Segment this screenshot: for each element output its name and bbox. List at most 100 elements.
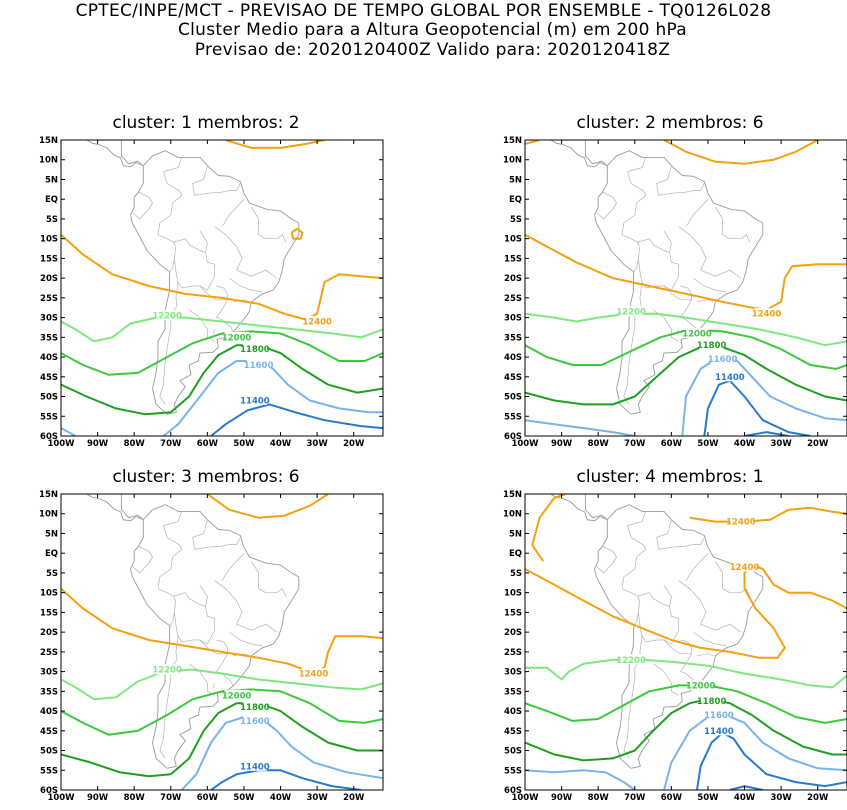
country-border bbox=[663, 639, 692, 655]
contour-label-bg bbox=[305, 316, 330, 327]
contour-11600 bbox=[181, 716, 383, 790]
contour-label-11800: 11800 bbox=[240, 345, 270, 355]
lon-tick-label: 80W bbox=[124, 439, 146, 449]
country-border bbox=[696, 653, 714, 657]
lat-tick-label: EQ bbox=[509, 195, 522, 205]
lon-tick-label: 40W bbox=[270, 793, 292, 803]
contour-12400 bbox=[525, 140, 540, 145]
lon-tick-label: 40W bbox=[734, 793, 756, 803]
figure-title-line-3: Previsao de: 2020120400Z Valido para: 20… bbox=[194, 40, 671, 60]
contour-map: 12400 12400 12200 12000 11800 11600 11400 15N 10… bbox=[503, 490, 847, 803]
country-border bbox=[685, 198, 709, 227]
lat-tick-label: 10N bbox=[39, 510, 58, 520]
contour-12200 bbox=[525, 312, 847, 347]
lat-tick-label: 40S bbox=[40, 353, 58, 363]
map-area: 12400 12400 12200 12000 11800 11600 11400 bbox=[525, 494, 847, 790]
country-border bbox=[638, 612, 680, 645]
lon-tick-label: 100W bbox=[511, 793, 539, 803]
contour-12400 bbox=[290, 227, 304, 240]
lon-tick-label: 50W bbox=[233, 439, 255, 449]
country-border bbox=[251, 206, 287, 243]
country-border bbox=[656, 519, 705, 550]
contour-label-bg bbox=[684, 327, 709, 338]
lat-tick-label: 35S bbox=[504, 333, 522, 343]
contour-map: 12400 12200 12000 11800 11600 11400 15N 10N 5N EQ… bbox=[39, 490, 384, 803]
contour-11400 bbox=[210, 769, 362, 790]
lon-tick-label: 30W bbox=[307, 793, 329, 803]
lat-tick-label: 35S bbox=[504, 687, 522, 697]
contour-label-bg bbox=[246, 359, 271, 370]
contour-11800 bbox=[525, 698, 847, 762]
coastline bbox=[584, 140, 608, 167]
contour-label-bg bbox=[619, 654, 644, 665]
country-border bbox=[229, 277, 263, 293]
lon-tick-label: 90W bbox=[551, 439, 573, 449]
lat-tick-label: 5N bbox=[45, 529, 58, 539]
country-border bbox=[199, 230, 208, 253]
lat-tick-label: 55S bbox=[504, 412, 522, 422]
figure-title-line-1: CPTEC/INPE/MCT - PREVISAO DE TEMPO GLOBA… bbox=[75, 1, 772, 21]
coastline bbox=[86, 140, 144, 168]
lon-tick-label: 50W bbox=[697, 793, 719, 803]
lat-tick-label: 40S bbox=[504, 353, 522, 363]
panel-title: cluster: 4 membros: 1 bbox=[576, 467, 764, 487]
contour-label-bg bbox=[699, 339, 724, 350]
contour-12200 bbox=[61, 668, 383, 701]
country-border bbox=[596, 545, 617, 574]
country-border bbox=[696, 299, 714, 303]
contour-label-11400: 11400 bbox=[704, 727, 734, 737]
lon-tick-label: 20W bbox=[807, 793, 829, 803]
map-frame bbox=[60, 139, 384, 437]
lat-tick-label: 25S bbox=[504, 294, 522, 304]
lon-tick-label: 70W bbox=[160, 793, 182, 803]
country-border bbox=[163, 511, 183, 570]
country-border bbox=[172, 238, 216, 277]
contour-11400 bbox=[744, 431, 789, 436]
lat-tick-label: 40S bbox=[40, 707, 58, 717]
coastline bbox=[86, 494, 144, 522]
contour-label-bg bbox=[242, 343, 267, 354]
country-border bbox=[188, 309, 215, 342]
contour-12400 bbox=[525, 564, 847, 659]
country-border bbox=[159, 636, 179, 759]
country-border bbox=[652, 663, 679, 696]
country-border bbox=[157, 568, 176, 627]
lat-tick-label: 55S bbox=[504, 766, 522, 776]
contour-label-bg bbox=[754, 308, 779, 319]
contour-label-bg bbox=[155, 664, 180, 675]
country-border bbox=[715, 560, 751, 597]
contour-label-bg bbox=[710, 353, 735, 364]
country-border bbox=[636, 592, 680, 631]
country-border bbox=[174, 258, 216, 291]
contour-label-12400: 12400 bbox=[302, 318, 332, 328]
contour-12400 bbox=[61, 587, 383, 673]
lon-tick-label: 80W bbox=[124, 793, 146, 803]
lon-tick-label: 30W bbox=[771, 793, 793, 803]
lat-tick-label: 55S bbox=[40, 412, 58, 422]
contour-12400 bbox=[663, 140, 819, 165]
contour-label-11400: 11400 bbox=[715, 373, 745, 383]
country-border bbox=[621, 568, 640, 627]
country-border bbox=[685, 552, 709, 581]
lat-tick-label: 10S bbox=[40, 235, 58, 245]
country-border bbox=[621, 214, 640, 273]
lon-tick-label: 60W bbox=[661, 793, 683, 803]
contour-11600 bbox=[681, 356, 847, 436]
lat-tick-label: 45S bbox=[504, 373, 522, 383]
country-border bbox=[214, 580, 278, 633]
lon-tick-label: 40W bbox=[734, 439, 756, 449]
lat-tick-label: 20S bbox=[40, 274, 58, 284]
contour-label-bg bbox=[619, 306, 644, 317]
contour-label-11600: 11600 bbox=[240, 717, 270, 727]
contour-label-bg bbox=[242, 701, 267, 712]
contour-label-bg bbox=[732, 561, 757, 572]
lat-tick-label: 10N bbox=[503, 510, 522, 520]
country-border bbox=[214, 226, 278, 279]
contour-12000 bbox=[61, 688, 383, 736]
country-border bbox=[188, 663, 215, 696]
map-panel-cluster-3: cluster: 3 membros: 6 12400 12200 12000 118… bbox=[26, 467, 386, 807]
lat-tick-label: 30S bbox=[504, 668, 522, 678]
contour-label-12000: 12000 bbox=[682, 329, 712, 339]
contour-label-bg bbox=[728, 516, 753, 527]
lon-tick-label: 80W bbox=[588, 439, 610, 449]
